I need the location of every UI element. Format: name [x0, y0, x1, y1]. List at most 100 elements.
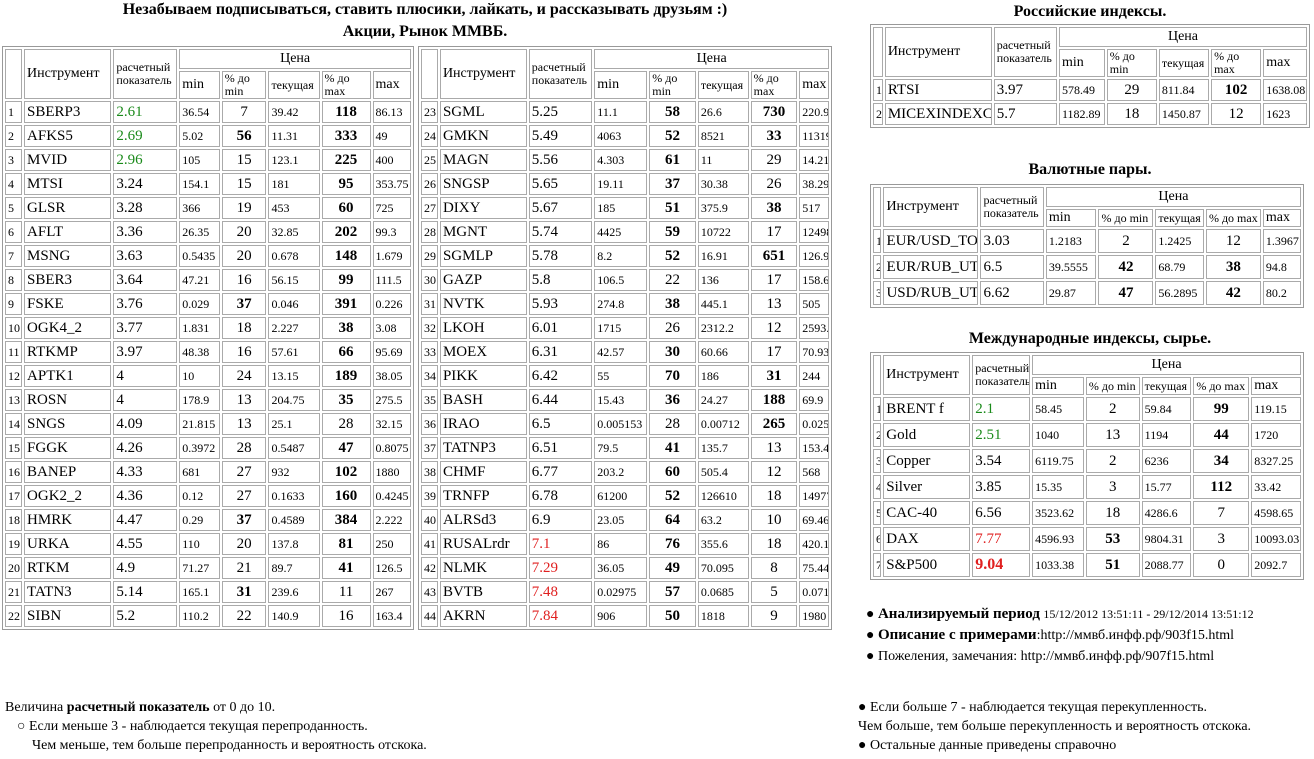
note-label: Анализируемый период: [877, 606, 1040, 622]
data-row: 13 ROSN 4 178.9 13 204.75 35 275.5: [5, 389, 411, 411]
cell: 34: [421, 365, 438, 387]
cell: 3.64: [113, 269, 178, 291]
cell: EUR/USD_TOD: [883, 229, 979, 253]
cell: 6.51: [528, 437, 593, 459]
cell: 6236: [1141, 449, 1192, 473]
header-cell: min: [594, 71, 648, 99]
cell: TRNFP: [439, 485, 527, 507]
header-cell: % до max: [321, 71, 371, 99]
cell: BASH: [439, 389, 527, 411]
cell: 188: [750, 389, 798, 411]
cell: SBER3: [24, 269, 112, 291]
cell: 178.9: [179, 389, 220, 411]
header-cell: min: [1032, 377, 1084, 395]
header-cell: Цена: [1045, 187, 1301, 207]
cell: 32.15: [372, 413, 411, 435]
cell: 2: [873, 103, 883, 125]
cell: 0.226: [372, 293, 411, 315]
cell: 56: [221, 125, 267, 147]
data-row: 3 USD/RUB_UTS 6.62 29.87 47 56.2895 42 80.2: [873, 281, 1301, 305]
cell: 41: [649, 437, 696, 459]
cell: 9: [5, 293, 23, 315]
page-subtitle: Акции, Рынок ММВБ.: [342, 23, 508, 40]
cell: 49: [649, 557, 696, 579]
cell: 68.79: [1155, 255, 1204, 279]
cell: 6.9: [528, 509, 593, 531]
cell: 5.93: [528, 293, 593, 315]
cell: 32.85: [268, 221, 320, 243]
cell: 225: [321, 149, 371, 171]
cell: 0.3972: [179, 437, 220, 459]
cell: 15.43: [594, 389, 648, 411]
cell: 6: [873, 527, 882, 551]
data-row: 2 EUR/RUB_UTS 6.5 39.5555 42 68.79 38 94.8: [873, 255, 1301, 279]
cell: 18: [750, 485, 798, 507]
cell: 33.42: [1251, 475, 1301, 499]
cell: 5.8: [528, 269, 593, 291]
header-cell: [421, 49, 438, 99]
cell: FSKE: [24, 293, 112, 315]
cell: 1638.08: [1263, 79, 1307, 101]
header-row: Инструмент расчетный показатель Цена: [873, 187, 1301, 227]
cell: 3.63: [113, 245, 178, 267]
cell: 2: [1085, 449, 1140, 473]
cell: 61: [649, 149, 696, 171]
cell: 57: [649, 581, 696, 603]
cell: 5.78: [528, 245, 593, 267]
cell: 6.44: [528, 389, 593, 411]
data-row: 9 FSKE 3.76 0.029 37 0.046 391 0.226: [5, 293, 411, 315]
header-cell: % до min: [1106, 49, 1157, 77]
cell: 1.831: [179, 317, 220, 339]
cell: 36.54: [179, 101, 220, 123]
header-cell: расчетный показатель: [980, 187, 1044, 227]
cell: 60: [321, 197, 371, 219]
cell: 137.8: [268, 533, 320, 555]
data-row: 8 SBER3 3.64 47.21 16 56.15 99 111.5: [5, 269, 411, 291]
cell: 95.69: [372, 341, 411, 363]
cell: CHMF: [439, 461, 527, 483]
cell: 18: [221, 317, 267, 339]
cell: 5: [750, 581, 798, 603]
cell: 1194: [1141, 423, 1192, 447]
cell: 80.2: [1262, 281, 1301, 305]
cell: 333: [321, 125, 371, 147]
cell: 250: [372, 533, 411, 555]
cell: 106.5: [594, 269, 648, 291]
cell: 47: [321, 437, 371, 459]
cell: NVTK: [439, 293, 527, 315]
cell: 30: [649, 341, 696, 363]
cell: 86.13: [372, 101, 411, 123]
cell: 12: [1211, 103, 1262, 125]
header-cell: % до min: [1098, 209, 1154, 227]
cell: USD/RUB_UTS: [883, 281, 979, 305]
cell: 53: [1085, 527, 1140, 551]
notes: ● Анализируемый период 15/12/2012 13:51:…: [866, 604, 1312, 667]
footer-text: Чем меньше, тем больше перепроданность и…: [32, 738, 427, 753]
cell: 3.77: [113, 317, 178, 339]
cell: 15: [221, 149, 267, 171]
cell: 55: [594, 365, 648, 387]
cell: 11319: [799, 125, 829, 147]
cell: 52: [649, 485, 696, 507]
cell: 3.54: [972, 449, 1031, 473]
cell: 8.2: [594, 245, 648, 267]
cell: 12: [750, 461, 798, 483]
cell: 2.51: [972, 423, 1031, 447]
cell: 7.48: [528, 581, 593, 603]
cell: 2.69: [113, 125, 178, 147]
cell: 16.91: [697, 245, 749, 267]
cell: 15: [5, 437, 23, 459]
cell: 0.005153: [594, 413, 648, 435]
cell: 30: [421, 269, 438, 291]
cell: 66: [321, 341, 371, 363]
cell: 12498: [799, 221, 829, 243]
cell: 149770: [799, 485, 829, 507]
data-row: 17 OGK2_2 4.36 0.12 27 0.1633 160 0.4245: [5, 485, 411, 507]
cell: 3.08: [372, 317, 411, 339]
cell: 11.31: [268, 125, 320, 147]
data-table: Инструмент расчетный показатель Цена min% д…: [2, 46, 414, 630]
note: ● Описание с примерами:http://ммвб.инфф.…: [866, 627, 1235, 643]
header-cell: [873, 27, 883, 77]
